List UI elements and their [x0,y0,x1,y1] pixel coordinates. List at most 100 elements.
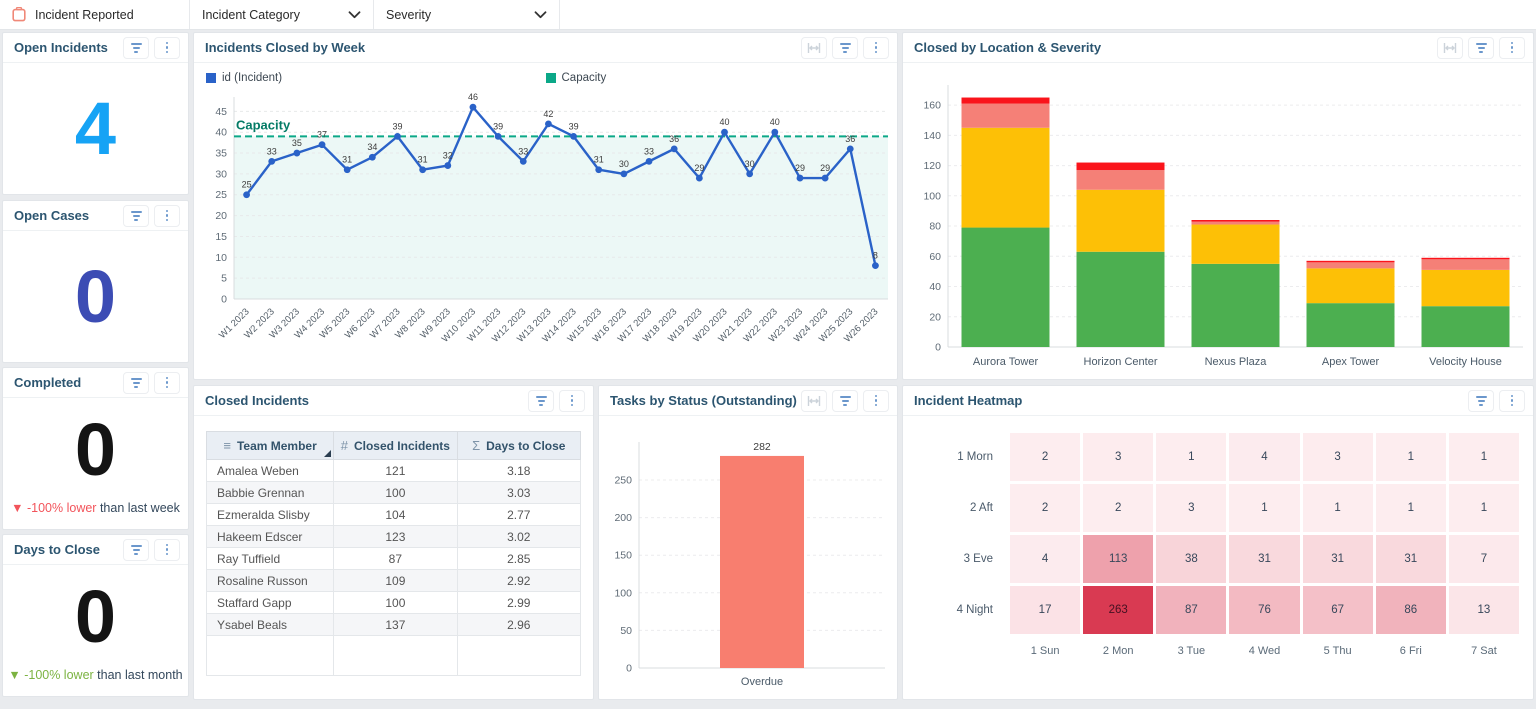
heatmap-cell[interactable]: 17 [1010,586,1080,634]
line-point[interactable] [671,145,678,152]
bar-segment[interactable] [1422,270,1510,306]
heatmap-cell[interactable]: 31 [1303,535,1373,583]
table-row[interactable]: Babbie Grennan1003.03 [207,482,581,504]
line-point[interactable] [293,150,300,157]
filter-incident-reported[interactable]: Incident Reported [0,0,190,29]
filter-button[interactable] [123,37,149,59]
heatmap-cell[interactable]: 3 [1156,484,1226,532]
heatmap-cell[interactable]: 7 [1449,535,1519,583]
line-point[interactable] [319,141,326,148]
heatmap-cell[interactable]: 31 [1376,535,1446,583]
legend-item-capacity[interactable]: Capacity [546,72,607,84]
table-row[interactable]: Ray Tuffield872.85 [207,548,581,570]
heatmap-cell[interactable]: 113 [1083,535,1153,583]
bar-segment[interactable] [962,104,1050,128]
filter-button[interactable] [528,390,554,412]
bar-segment[interactable] [1422,258,1510,260]
bar-segment[interactable] [1422,259,1510,270]
line-point[interactable] [646,158,653,165]
bar-segment[interactable] [962,98,1050,104]
more-options-button[interactable] [559,390,585,412]
line-point[interactable] [344,166,351,173]
bar-segment[interactable] [1192,220,1280,222]
line-point[interactable] [847,145,854,152]
table-row[interactable]: Ezmeralda Slisby1042.77 [207,504,581,526]
heatmap-cell[interactable]: 1 [1376,484,1446,532]
bar-segment[interactable] [1077,190,1165,252]
more-options-button[interactable] [154,205,180,227]
heatmap-cell[interactable]: 87 [1156,586,1226,634]
heatmap-cell[interactable]: 67 [1303,586,1373,634]
heatmap-cell[interactable]: 86 [1376,586,1446,634]
bar-segment[interactable] [962,228,1050,347]
filter-button[interactable] [1468,390,1494,412]
heatmap-cell[interactable]: 38 [1156,535,1226,583]
bar-segment[interactable] [1077,163,1165,171]
more-options-button[interactable] [1499,37,1525,59]
heatmap-cell[interactable]: 1 [1156,433,1226,481]
heatmap-cell[interactable]: 1 [1376,433,1446,481]
heatmap-cell[interactable]: 3 [1083,433,1153,481]
more-options-button[interactable] [863,37,889,59]
line-point[interactable] [444,162,451,169]
more-options-button[interactable] [154,372,180,394]
bar-segment[interactable] [1192,225,1280,264]
heatmap-cell[interactable]: 4 [1229,433,1299,481]
bar-segment[interactable] [1077,252,1165,347]
line-point[interactable] [872,262,879,269]
line-point[interactable] [620,170,627,177]
bar-segment[interactable] [1307,303,1395,347]
line-point[interactable] [721,129,728,136]
bar-segment[interactable] [1307,268,1395,303]
line-point[interactable] [268,158,275,165]
filter-button[interactable] [1468,37,1494,59]
bar-segment[interactable] [1422,306,1510,347]
line-point[interactable] [495,133,502,140]
line-point[interactable] [797,175,804,182]
heatmap-cell[interactable]: 1 [1303,484,1373,532]
legend-item-incidents[interactable]: id (Incident) [206,72,282,84]
bar-segment[interactable] [1192,264,1280,347]
column-header-days-to-close[interactable]: ΣDays to Close [457,432,580,460]
more-options-button[interactable] [154,539,180,561]
table-row[interactable]: Hakeem Edscer1233.02 [207,526,581,548]
line-point[interactable] [394,133,401,140]
heatmap-cell[interactable]: 76 [1229,586,1299,634]
line-point[interactable] [771,129,778,136]
heatmap-cell[interactable]: 2 [1010,484,1080,532]
bar-segment[interactable] [1077,170,1165,190]
heatmap-cell[interactable]: 4 [1010,535,1080,583]
heatmap-cell[interactable]: 2 [1083,484,1153,532]
bar-segment[interactable] [962,128,1050,228]
heatmap-cell[interactable]: 13 [1449,586,1519,634]
heatmap-cell[interactable]: 1 [1229,484,1299,532]
bar[interactable] [720,456,804,668]
line-point[interactable] [696,175,703,182]
filter-button[interactable] [123,205,149,227]
bar-segment[interactable] [1307,262,1395,268]
line-point[interactable] [545,120,552,127]
more-options-button[interactable] [1499,390,1525,412]
table-row[interactable]: Amalea Weben1213.18 [207,460,581,482]
heatmap-cell[interactable]: 1 [1449,484,1519,532]
line-point[interactable] [595,166,602,173]
table-row[interactable]: Ysabel Beals1372.96 [207,614,581,636]
column-header-team-member[interactable]: ≡Team Member [207,432,334,460]
line-point[interactable] [243,191,250,198]
table-row[interactable]: Rosaline Russon1092.92 [207,570,581,592]
heatmap-cell[interactable]: 1 [1449,433,1519,481]
bar-segment[interactable] [1307,261,1395,263]
line-point[interactable] [520,158,527,165]
filter-button[interactable] [123,372,149,394]
line-point[interactable] [746,170,753,177]
table-row[interactable]: Staffard Gapp1002.99 [207,592,581,614]
heatmap-cell[interactable]: 3 [1303,433,1373,481]
line-point[interactable] [570,133,577,140]
column-header-closed-incidents[interactable]: #Closed Incidents [334,432,457,460]
heatmap-cell[interactable]: 2 [1010,433,1080,481]
more-options-button[interactable] [863,390,889,412]
line-point[interactable] [419,166,426,173]
line-point[interactable] [470,104,477,111]
more-options-button[interactable] [154,37,180,59]
heatmap-cell[interactable]: 263 [1083,586,1153,634]
